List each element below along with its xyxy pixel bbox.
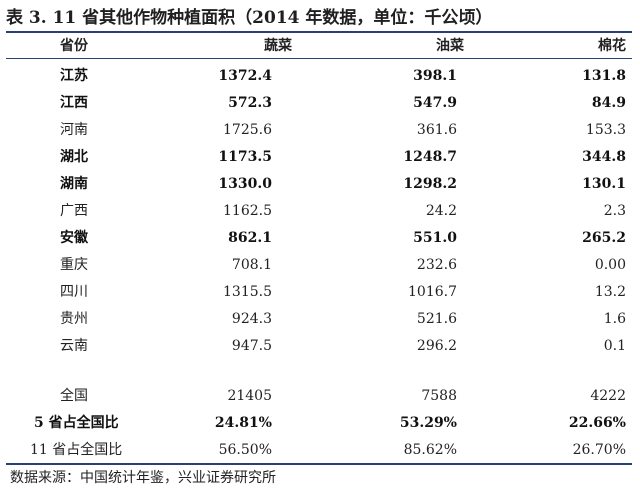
summary-label: 11 省占全国比 — [30, 442, 123, 458]
cotton-cell: 344.8 — [582, 149, 626, 165]
cotton-cell: 265.2 — [582, 230, 626, 246]
summary-row: 全国 21405 7588 4222 — [0, 383, 640, 409]
summary-label: 全国 — [60, 388, 88, 404]
vegetables-cell: 1162.5 — [223, 203, 272, 219]
table-row: 河南 1725.6 361.6 153.3 — [0, 117, 640, 143]
cotton-cell: 1.6 — [603, 311, 626, 327]
vegetables-cell: 24.81% — [214, 415, 272, 431]
vegetables-cell: 862.1 — [228, 230, 272, 246]
header-province: 省份 — [60, 38, 88, 54]
table-row: 云南 947.5 296.2 0.1 — [0, 333, 640, 359]
province-cell: 湖南 — [60, 176, 88, 192]
rapeseed-cell: 547.9 — [413, 95, 457, 111]
province-cell: 广西 — [60, 203, 88, 219]
cotton-cell: 130.1 — [582, 176, 626, 192]
table-row: 湖南 1330.0 1298.2 130.1 — [0, 171, 640, 197]
vegetables-cell: 708.1 — [231, 257, 272, 273]
province-cell: 湖北 — [60, 149, 88, 165]
header-cotton: 棉花 — [598, 38, 626, 54]
summary-label: 5 省占全国比 — [34, 415, 119, 431]
table-row: 江西 572.3 547.9 84.9 — [0, 90, 640, 116]
table-row: 四川 1315.5 1016.7 13.2 — [0, 279, 640, 305]
rapeseed-cell: 53.29% — [399, 415, 457, 431]
table-title: 表 3. 11 省其他作物种植面积（2014 年数据，单位：千公顷） — [6, 8, 493, 28]
rapeseed-cell: 521.6 — [416, 311, 457, 327]
vegetables-cell: 572.3 — [228, 95, 272, 111]
cotton-cell: 84.9 — [591, 95, 626, 111]
cotton-cell: 2.3 — [603, 203, 626, 219]
vegetables-cell: 1173.5 — [218, 149, 272, 165]
bottom-rule — [6, 463, 632, 465]
table-row: 广西 1162.5 24.2 2.3 — [0, 198, 640, 224]
vegetables-cell: 947.5 — [231, 338, 272, 354]
rapeseed-cell: 1248.7 — [403, 149, 457, 165]
rapeseed-cell: 24.2 — [425, 203, 457, 219]
table-row: 江苏 1372.4 398.1 131.8 — [0, 63, 640, 89]
cotton-cell: 0.00 — [594, 257, 626, 273]
cotton-cell: 22.66% — [568, 415, 626, 431]
rapeseed-cell: 85.62% — [403, 442, 457, 458]
cotton-cell: 4222 — [590, 388, 626, 404]
cotton-cell: 13.2 — [594, 284, 626, 300]
vegetables-cell: 924.3 — [231, 311, 272, 327]
rapeseed-cell: 1298.2 — [403, 176, 457, 192]
header-row: 省份 蔬菜 油菜 棉花 — [0, 33, 640, 59]
rapeseed-cell: 1016.7 — [408, 284, 457, 300]
vegetables-cell: 1372.4 — [218, 68, 272, 84]
province-cell: 贵州 — [60, 311, 88, 327]
rapeseed-cell: 232.6 — [416, 257, 457, 273]
source-note: 数据来源：中国统计年鉴，兴业证券研究所 — [10, 470, 276, 486]
province-cell: 重庆 — [60, 257, 88, 273]
header-rule — [6, 58, 632, 59]
rapeseed-cell: 361.6 — [416, 122, 457, 138]
province-cell: 江苏 — [60, 68, 88, 84]
province-cell: 安徽 — [60, 230, 88, 246]
cotton-cell: 26.70% — [572, 442, 626, 458]
vegetables-cell: 1315.5 — [223, 284, 272, 300]
province-cell: 河南 — [60, 122, 88, 138]
table-row: 重庆 708.1 232.6 0.00 — [0, 252, 640, 278]
top-rule — [6, 31, 632, 33]
vegetables-cell: 1725.6 — [223, 122, 272, 138]
header-vegetables: 蔬菜 — [264, 38, 292, 54]
cotton-cell: 153.3 — [585, 122, 626, 138]
summary-row: 11 省占全国比 56.50% 85.62% 26.70% — [0, 437, 640, 463]
vegetables-cell: 1330.0 — [218, 176, 272, 192]
vegetables-cell: 21405 — [227, 388, 272, 404]
summary-row: 5 省占全国比 24.81% 53.29% 22.66% — [0, 410, 640, 436]
province-cell: 四川 — [60, 284, 88, 300]
cotton-cell: 131.8 — [582, 68, 626, 84]
header-rapeseed: 油菜 — [436, 38, 464, 54]
table-row: 贵州 924.3 521.6 1.6 — [0, 306, 640, 332]
province-cell: 云南 — [60, 338, 88, 354]
rapeseed-cell: 296.2 — [416, 338, 457, 354]
province-cell: 江西 — [60, 95, 88, 111]
rapeseed-cell: 551.0 — [413, 230, 457, 246]
rapeseed-cell: 398.1 — [413, 68, 457, 84]
vegetables-cell: 56.50% — [218, 442, 272, 458]
table-row: 湖北 1173.5 1248.7 344.8 — [0, 144, 640, 170]
rapeseed-cell: 7588 — [421, 388, 457, 404]
table-row: 安徽 862.1 551.0 265.2 — [0, 225, 640, 251]
cotton-cell: 0.1 — [603, 338, 626, 354]
